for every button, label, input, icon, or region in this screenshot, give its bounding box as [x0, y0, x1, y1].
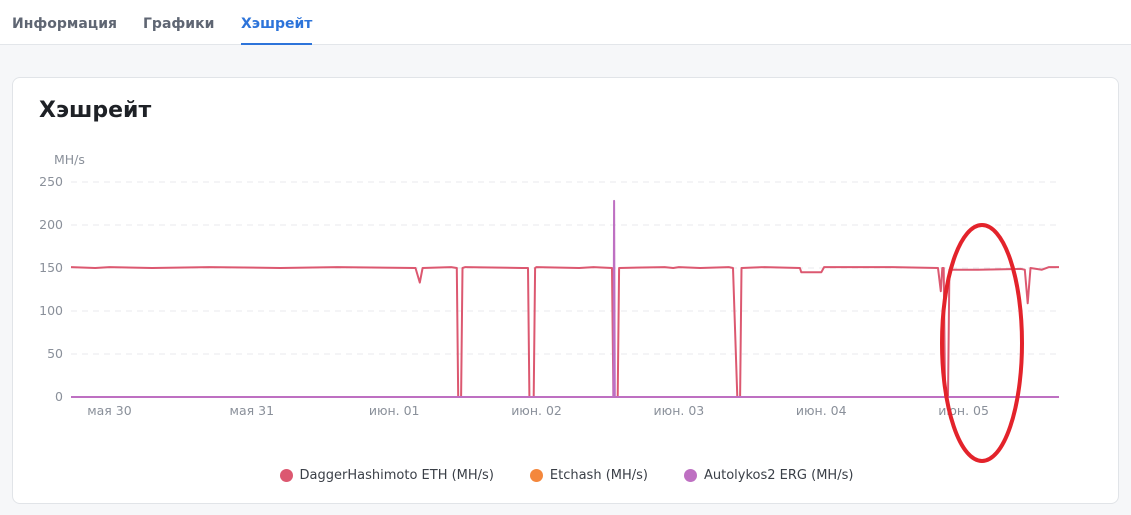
- y-tick-label: 50: [47, 346, 63, 361]
- y-tick-label: 0: [55, 389, 63, 404]
- tab-bar: Информация Графики Хэшрейт: [0, 0, 1131, 45]
- x-tick-label: мая 30: [87, 403, 132, 418]
- x-tick-label: мая 31: [230, 403, 275, 418]
- tab-information[interactable]: Информация: [12, 16, 117, 32]
- series-line-2: [71, 199, 1059, 398]
- x-tick-label: июн. 02: [511, 403, 562, 418]
- legend-label: Autolykos2 ERG (MH/s): [704, 468, 854, 483]
- y-tick-label: 150: [39, 260, 63, 275]
- chart-grid: [71, 181, 1059, 398]
- legend-item[interactable]: DaggerHashimoto ETH (MH/s): [279, 468, 494, 483]
- legend-label: Etchash (MH/s): [549, 468, 648, 483]
- y-tick-label: 200: [39, 217, 63, 232]
- legend-marker-icon: [684, 469, 697, 482]
- y-axis-unit-label: MH/s: [54, 152, 85, 167]
- hashrate-card: Хэшрейт MH/s 0 50 100 150 200 250 мая 30 мая 3…: [12, 77, 1119, 504]
- card-title: Хэшрейт: [39, 98, 152, 123]
- x-tick-label: июн. 01: [369, 403, 420, 418]
- legend-item[interactable]: Etchash (MH/s): [529, 468, 648, 483]
- x-tick-label: июн. 04: [796, 403, 847, 418]
- y-axis-ticks: 0 50 100 150 200 250: [39, 174, 63, 404]
- chart-series: [70, 199, 1059, 398]
- y-tick-label: 100: [39, 303, 63, 318]
- hashrate-chart: MH/s 0 50 100 150 200 250 мая 30 мая 31 июн. 01…: [39, 152, 1059, 463]
- legend-marker-icon: [529, 469, 543, 482]
- x-axis-ticks: мая 30 мая 31 июн. 01 июн. 02 июн. 03 июн. 04…: [87, 403, 989, 418]
- series-line-0: [70, 266, 1059, 398]
- legend-marker-icon: [279, 469, 293, 482]
- tab-hashrate[interactable]: Хэшрейт: [241, 0, 313, 45]
- legend-label: DaggerHashimoto ETH (MH/s): [299, 468, 494, 483]
- highlight-ellipse: [940, 223, 1024, 463]
- tab-charts[interactable]: Графики: [143, 16, 215, 32]
- x-tick-label: июн. 03: [654, 403, 705, 418]
- y-tick-label: 250: [39, 174, 63, 189]
- chart-legend: DaggerHashimoto ETH (MH/s) Etchash (MH/s)…: [13, 468, 1120, 490]
- legend-item[interactable]: Autolykos2 ERG (MH/s): [684, 468, 853, 483]
